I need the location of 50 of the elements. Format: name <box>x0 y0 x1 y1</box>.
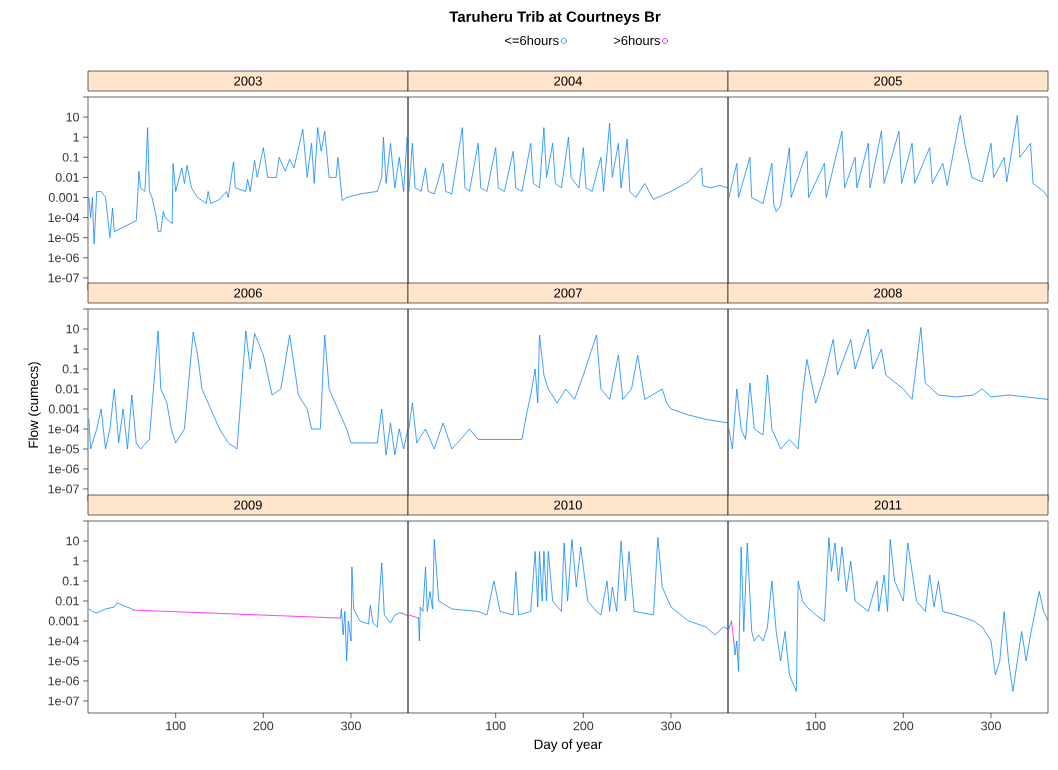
chart-title: 2011 <box>874 500 902 510</box>
legend-label: <=6hours <box>505 35 559 46</box>
y-tick-label: 0.1 <box>62 152 79 162</box>
chart-title: 2009 <box>234 500 262 510</box>
x-tick-label: 300 <box>661 721 681 731</box>
legend-label: >6hours <box>613 35 660 46</box>
y-tick-label: 1e-07 <box>48 484 79 494</box>
y-axis-title: Flow (cumecs) <box>28 362 41 448</box>
chart-title: 2005 <box>874 76 902 86</box>
y-tick-label: 1e-04 <box>48 424 80 434</box>
y-tick-label: 1e-05 <box>48 233 79 243</box>
x-tick-label: 200 <box>893 721 914 731</box>
y-tick-label: 1 <box>73 344 79 354</box>
y-tick-label: 0.01 <box>55 384 79 394</box>
y-tick-label: 1e-05 <box>48 656 79 666</box>
y-tick-label: 1e-05 <box>48 444 79 454</box>
x-tick-label: 100 <box>166 721 186 731</box>
y-tick-label: 1 <box>73 132 79 142</box>
y-tick-label: 0.001 <box>48 616 79 626</box>
chart-title: 2008 <box>874 288 902 298</box>
y-tick-label: 1e-04 <box>48 213 80 223</box>
y-tick-label: 1e-07 <box>48 273 79 283</box>
chart-title: 2004 <box>554 76 583 86</box>
x-tick-label: 100 <box>486 721 506 731</box>
x-tick-label: 200 <box>253 721 274 731</box>
y-tick-label: 0.1 <box>62 576 79 586</box>
y-tick-label: 10 <box>66 324 79 334</box>
y-tick-label: 0.001 <box>48 193 79 202</box>
y-tick-label: 1e-04 <box>48 636 80 646</box>
y-tick-label: 0.01 <box>55 596 79 606</box>
y-tick-label: 1e-07 <box>48 696 79 706</box>
chart-title: 2003 <box>234 76 262 86</box>
chart-title: 2007 <box>554 288 582 298</box>
y-tick-label: 10 <box>66 536 79 546</box>
y-tick-label: 1e-06 <box>48 676 79 686</box>
y-tick-label: 10 <box>66 112 79 122</box>
y-tick-label: 1 <box>73 556 79 566</box>
y-tick-label: 1e-06 <box>48 253 79 263</box>
x-tick-label: 300 <box>341 721 361 731</box>
x-tick-label: 100 <box>806 721 826 731</box>
y-tick-label: 1e-06 <box>48 464 79 474</box>
text: Taruheru Trib at Courtneys Br <box>449 11 661 25</box>
x-tick-label: 300 <box>981 721 1001 731</box>
x-axis-title: Day of year <box>534 739 603 752</box>
x-tick-label: 200 <box>573 721 594 731</box>
chart-title: 2006 <box>234 288 262 298</box>
y-tick-label: 0.001 <box>48 404 79 414</box>
y-tick-label: 0.01 <box>55 172 79 182</box>
chart-title: 2010 <box>554 500 582 510</box>
y-tick-label: 0.1 <box>62 364 79 374</box>
